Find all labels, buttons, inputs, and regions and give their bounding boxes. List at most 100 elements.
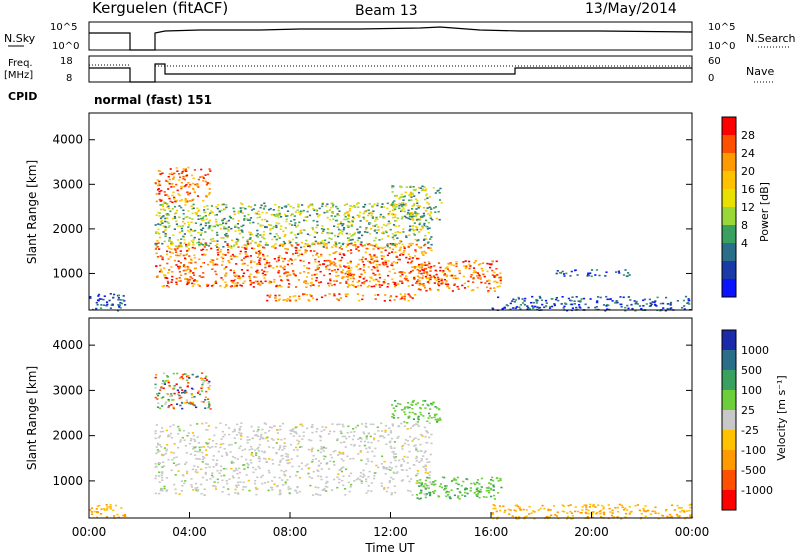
data-cell (237, 477, 240, 479)
data-cell (384, 431, 387, 433)
data-cell (642, 305, 645, 307)
xtick-label: 00:00 (675, 525, 710, 539)
data-cell (350, 284, 353, 286)
data-cell (349, 261, 352, 264)
data-cell (167, 258, 170, 260)
data-cell (341, 269, 345, 271)
data-cell (157, 443, 160, 446)
data-cell (271, 227, 274, 230)
data-cell (158, 435, 162, 437)
data-cell (654, 506, 657, 509)
data-cell (423, 244, 426, 247)
data-cell (377, 466, 380, 469)
data-cell (342, 484, 345, 487)
data-cell (409, 214, 412, 216)
data-cell (527, 307, 530, 309)
data-cell (358, 445, 361, 447)
data-cell (331, 246, 334, 249)
data-cell (457, 495, 460, 497)
data-cell (220, 256, 223, 259)
data-cell (278, 275, 282, 278)
data-cell (359, 243, 362, 246)
data-cell (320, 468, 323, 470)
data-cell (609, 298, 612, 300)
data-cell (195, 280, 198, 283)
data-cell (250, 209, 254, 211)
data-cell (225, 480, 228, 482)
data-cell (600, 516, 603, 518)
data-cell (261, 211, 264, 214)
data-cell (493, 287, 496, 289)
data-cell (278, 493, 281, 496)
data-cell (457, 483, 460, 486)
data-cell (433, 207, 436, 209)
data-cell (638, 305, 642, 307)
data-cell (286, 462, 290, 465)
data-cell (299, 212, 302, 214)
data-cell (216, 251, 219, 254)
data-cell (402, 204, 405, 206)
data-cell (173, 392, 176, 395)
data-cell (317, 260, 320, 263)
data-cell (428, 277, 431, 279)
data-cell (462, 261, 465, 263)
data-cell (225, 285, 228, 287)
data-cell (346, 293, 349, 295)
data-cell (627, 296, 630, 298)
data-cell (340, 467, 344, 469)
data-cell (238, 467, 241, 470)
data-cell (428, 287, 431, 290)
data-cell (160, 474, 163, 477)
data-cell (258, 243, 261, 246)
data-cell (640, 513, 643, 515)
data-cell (596, 511, 599, 514)
nsearch-label: N.Search (746, 32, 796, 45)
data-cell (154, 396, 157, 399)
data-cell (95, 307, 98, 310)
data-cell (680, 507, 683, 509)
data-cell (223, 208, 226, 210)
data-cell (404, 191, 407, 194)
data-cell (229, 217, 232, 219)
data-cell (359, 450, 362, 452)
data-cell (406, 462, 409, 464)
data-cell (166, 250, 169, 253)
data-cell (240, 209, 243, 212)
data-cell (305, 294, 308, 296)
data-cell (273, 235, 276, 238)
data-cell (277, 438, 280, 441)
data-cell (263, 202, 266, 205)
data-cell (169, 210, 172, 213)
data-cell (399, 248, 402, 250)
data-cell (430, 236, 433, 238)
data-cell (117, 297, 120, 299)
data-cell (333, 283, 336, 286)
data-cell (191, 246, 194, 249)
data-cell (417, 417, 420, 419)
data-cell (335, 245, 338, 248)
data-cell (160, 221, 163, 223)
data-cell (414, 188, 417, 191)
data-cell (322, 446, 326, 449)
data-cell (387, 213, 390, 216)
data-cell (359, 211, 362, 214)
freq-strip: Freq. [MHz] 18 8 60 0 Nave (4, 55, 774, 84)
data-cell (419, 187, 422, 189)
data-cell (422, 189, 425, 191)
data-cell (353, 233, 356, 236)
data-cell (96, 516, 99, 519)
data-cell (183, 222, 186, 225)
data-cell (219, 248, 223, 251)
data-cell (336, 476, 339, 478)
data-cell (221, 279, 225, 281)
data-cell (432, 187, 435, 189)
data-cell (188, 377, 191, 379)
data-cell (212, 466, 215, 468)
data-cell (167, 176, 170, 178)
data-cell (465, 478, 468, 480)
data-cell (254, 486, 257, 489)
data-cell (192, 280, 196, 282)
data-cell (318, 464, 321, 467)
data-cell (277, 271, 280, 274)
data-cell (307, 467, 310, 470)
